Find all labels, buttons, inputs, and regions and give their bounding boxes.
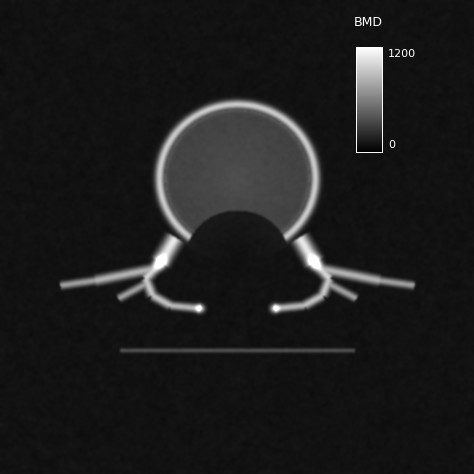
Text: 1200: 1200 [388, 49, 416, 59]
Text: BMD: BMD [354, 16, 383, 28]
Text: 0: 0 [388, 140, 395, 150]
